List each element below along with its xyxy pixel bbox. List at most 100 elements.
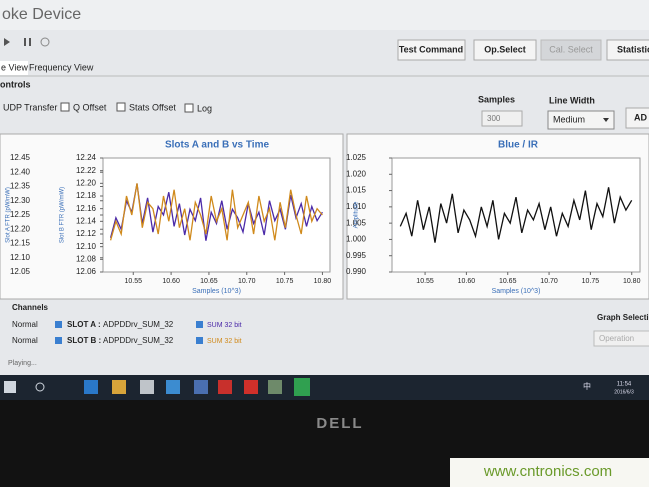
taskbar-app[interactable]	[84, 380, 98, 394]
graph-selection-value[interactable]: Operation	[599, 334, 634, 343]
button-label[interactable]: Test Command	[399, 44, 463, 54]
samples-label: Samples	[478, 94, 515, 104]
button-label[interactable]: Op.Select	[484, 44, 526, 54]
x-tick-label: 10.80	[623, 278, 641, 285]
x-tick-label: 10.65	[200, 278, 218, 285]
taskbar-app[interactable]	[112, 380, 126, 394]
section-heading: Channels	[12, 303, 49, 312]
pause-icon[interactable]	[29, 38, 31, 46]
laptop-brand: DELL	[316, 415, 363, 432]
status-text: Playing...	[8, 360, 37, 367]
checkbox-label[interactable]: UDP Transfer	[3, 102, 57, 112]
line-width-value[interactable]: Medium	[553, 114, 585, 124]
search-icon[interactable]	[35, 382, 45, 392]
checkbox[interactable]	[116, 102, 126, 112]
taskbar-app[interactable]	[244, 380, 258, 394]
x-tick-label: 10.65	[499, 278, 517, 285]
channel-mode: Normal	[12, 320, 38, 329]
ime-indicator[interactable]: 中	[583, 381, 591, 391]
checkbox[interactable]	[60, 102, 70, 112]
x-tick-label: 10.55	[416, 278, 434, 285]
tab[interactable]: Frequency View	[29, 62, 94, 72]
channel-checkbox[interactable]	[55, 321, 62, 328]
tab[interactable]: e View	[1, 62, 28, 72]
clock-date[interactable]: 2016/6/3	[614, 389, 634, 395]
checkbox[interactable]	[184, 103, 194, 113]
y-tick-label: 12.25	[10, 210, 31, 219]
taskbar	[0, 375, 649, 400]
y-tick-label: 12.20	[10, 224, 31, 233]
window-title: oke Device	[2, 6, 81, 23]
channel-slot: SLOT A :	[67, 320, 101, 329]
x-tick-label: 10.70	[238, 278, 256, 285]
x-tick-label: 10.55	[125, 278, 143, 285]
y-axis-label: Slot A FTR (pW/mW)	[6, 187, 12, 243]
channel-format: SUM 32 bit	[207, 322, 242, 329]
x-axis-label: Samples (10^3)	[492, 288, 541, 295]
button-label[interactable]: Statistics	[617, 44, 649, 54]
checkbox-label[interactable]: Log	[197, 103, 212, 113]
x-axis-label: Samples (10^3)	[192, 288, 241, 295]
data-line	[399, 187, 633, 243]
taskbar-app[interactable]	[268, 380, 282, 394]
taskbar-app[interactable]	[218, 380, 232, 394]
taskbar-app[interactable]	[194, 380, 208, 394]
dropdown-arrow	[603, 118, 609, 122]
button-label[interactable]: AD	[634, 112, 647, 122]
x-tick-label: 10.75	[276, 278, 294, 285]
samples-value[interactable]: 300	[487, 114, 501, 123]
x-tick-label: 10.75	[582, 278, 600, 285]
format-checkbox[interactable]	[196, 321, 203, 328]
data-line	[109, 183, 323, 241]
y2-tick-label: 12.22	[76, 166, 97, 175]
plot-area	[391, 157, 641, 273]
y-tick-label: 12.05	[10, 267, 31, 276]
y-tick-label: 12.15	[10, 239, 31, 248]
start-button[interactable]	[4, 381, 16, 393]
watermark: www.cntronics.com	[483, 463, 612, 480]
pause-icon[interactable]	[24, 38, 26, 46]
play-icon[interactable]	[4, 38, 10, 46]
y-tick-label: 12.40	[10, 167, 31, 176]
format-checkbox[interactable]	[196, 337, 203, 344]
graph-selection-select[interactable]	[593, 330, 649, 347]
taskbar-app[interactable]	[140, 380, 154, 394]
channel-checkbox[interactable]	[55, 337, 62, 344]
watermark-strip	[450, 458, 649, 487]
taskbar-app[interactable]	[294, 378, 310, 396]
button-label[interactable]: Cal. Select	[549, 44, 593, 54]
button[interactable]	[606, 39, 649, 61]
clock-time[interactable]: 11:54	[617, 382, 632, 388]
y2-tick-label: 12.06	[76, 267, 97, 276]
settings-icon[interactable]	[40, 37, 50, 47]
button[interactable]	[473, 39, 537, 61]
y2-tick-label: 12.14	[76, 216, 97, 225]
channel-mode: Normal	[12, 336, 38, 345]
active-tab[interactable]	[0, 61, 28, 75]
line-width-select[interactable]	[547, 110, 615, 130]
y2-axis-label: Slot B FTR (pW/mW)	[60, 187, 66, 243]
samples-input[interactable]	[481, 110, 523, 127]
y2-tick-label: 12.18	[76, 191, 97, 200]
button[interactable]	[625, 107, 649, 129]
button[interactable]	[540, 39, 602, 61]
channel-format: SUM 32 bit	[207, 338, 242, 345]
y-tick-label: 0.990	[346, 267, 367, 276]
y2-tick-label: 12.10	[76, 242, 97, 251]
button[interactable]	[397, 39, 466, 61]
y2-tick-label: 12.20	[76, 178, 97, 187]
taskbar-app[interactable]	[166, 380, 180, 394]
y-tick-label: 12.30	[10, 196, 31, 205]
channel-source: ADPDDrv_SUM_32	[103, 336, 174, 345]
checkbox-label[interactable]: Stats Offset	[129, 102, 176, 112]
y-tick-label: 1.000	[346, 235, 367, 244]
channel-source: ADPDDrv_SUM_32	[103, 320, 174, 329]
chart-title: Blue / IR	[498, 140, 539, 151]
y2-tick-label: 12.12	[76, 229, 97, 238]
y-tick-label: 1.005	[346, 218, 367, 227]
y-tick-label: 1.025	[346, 153, 367, 162]
graph-selection-label: Graph Selectio	[597, 313, 649, 322]
checkbox-label[interactable]: Q Offset	[73, 102, 107, 112]
y-tick-label: 1.015	[346, 186, 367, 195]
y-tick-label: 12.45	[10, 153, 31, 162]
